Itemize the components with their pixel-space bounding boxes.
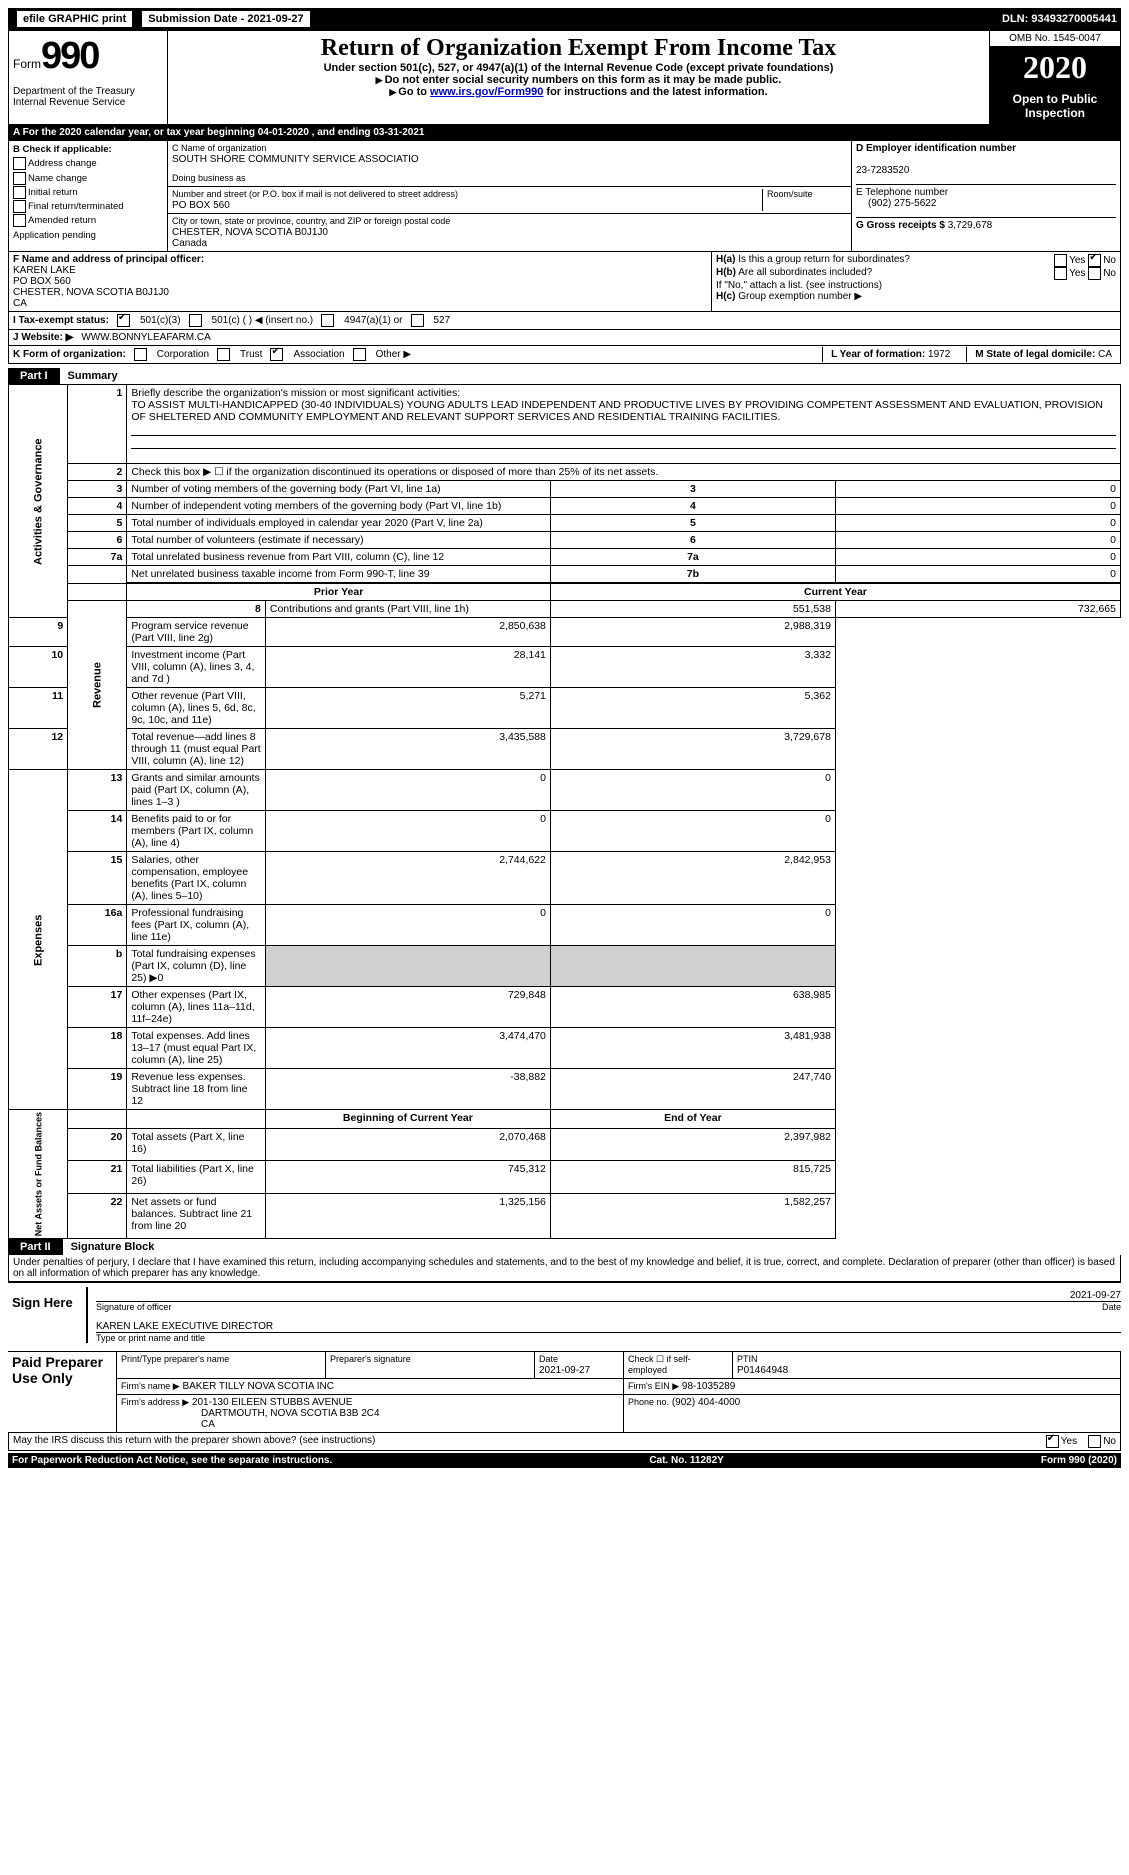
row-a: A For the 2020 calendar year, or tax yea… <box>8 125 1121 141</box>
box-c: C Name of organization SOUTH SHORE COMMU… <box>168 141 852 251</box>
dln: DLN: 93493270005441 <box>1002 13 1117 25</box>
irs-link[interactable]: www.irs.gov/Form990 <box>430 86 543 98</box>
dept-label: Department of the Treasury Internal Reve… <box>13 86 163 108</box>
form-header: Form990 Department of the Treasury Inter… <box>8 30 1121 125</box>
table-row: 17Other expenses (Part IX, column (A), l… <box>9 987 1121 1028</box>
preparer-table: Paid Preparer Use Only Print/Type prepar… <box>8 1351 1121 1433</box>
ptin: P01464948 <box>737 1365 788 1376</box>
officer-row: F Name and address of principal officer:… <box>8 252 1121 312</box>
table-row: 21Total liabilities (Part X, line 26)745… <box>9 1161 1121 1193</box>
table-row: 6Total number of volunteers (estimate if… <box>9 532 1121 549</box>
table-row: 20Total assets (Part X, line 16)2,070,46… <box>9 1128 1121 1160</box>
officer-name: KAREN LAKE EXECUTIVE DIRECTOR <box>96 1321 273 1332</box>
table-row: 19Revenue less expenses. Subtract line 1… <box>9 1069 1121 1110</box>
submission-date: Submission Date - 2021-09-27 <box>141 10 310 28</box>
sign-here: Sign Here <box>8 1287 86 1343</box>
table-row: 5Total number of individuals employed in… <box>9 515 1121 532</box>
row-j: J Website: ▶ WWW.BONNYLEAFARM.CA <box>8 330 1121 346</box>
signature-area: Sign Here 2021-09-27 Signature of office… <box>8 1281 1121 1347</box>
table-row: bTotal fundraising expenses (Part IX, co… <box>9 946 1121 987</box>
box-h: H(a) Is this a group return for subordin… <box>712 252 1120 311</box>
row-i: I Tax-exempt status: 501(c)(3) 501(c) ( … <box>8 312 1121 330</box>
org-city: CHESTER, NOVA SCOTIA B0J1J0 <box>172 227 328 238</box>
omb-number: OMB No. 1545-0047 <box>990 31 1120 47</box>
table-row: 10Investment income (Part VIII, column (… <box>9 647 1121 688</box>
header-sub2: Do not enter social security numbers on … <box>176 74 981 86</box>
table-row: 4Number of independent voting members of… <box>9 498 1121 515</box>
discuss-row: May the IRS discuss this return with the… <box>8 1433 1121 1451</box>
summary-table: Activities & Governance 1 Briefly descri… <box>8 384 1121 1239</box>
table-row: 3Number of voting members of the governi… <box>9 481 1121 498</box>
table-row: 11Other revenue (Part VIII, column (A), … <box>9 688 1121 729</box>
part1-header: Part I Summary <box>8 368 1121 384</box>
identity-section: B Check if applicable: Address change Na… <box>8 141 1121 252</box>
side-rev: Revenue <box>68 601 127 770</box>
sig-date: 2021-09-27 <box>1070 1290 1121 1301</box>
website: WWW.BONNYLEAFARM.CA <box>81 332 210 343</box>
gross-receipts: 3,729,678 <box>948 220 993 231</box>
org-street: PO BOX 560 <box>172 200 230 211</box>
box-b: B Check if applicable: Address change Na… <box>9 141 168 251</box>
form-title: Return of Organization Exempt From Incom… <box>176 35 981 62</box>
side-ag: Activities & Governance <box>9 385 68 618</box>
tax-year: 2020 <box>990 47 1120 88</box>
phone: (902) 275-5622 <box>856 198 936 209</box>
ein: 23-7283520 <box>856 165 909 176</box>
table-row: 22Net assets or fund balances. Subtract … <box>9 1193 1121 1239</box>
side-exp: Expenses <box>9 770 68 1110</box>
table-row: 12Total revenue—add lines 8 through 11 (… <box>9 729 1121 770</box>
side-na: Net Assets or Fund Balances <box>9 1110 68 1239</box>
table-row: 7aTotal unrelated business revenue from … <box>9 549 1121 566</box>
org-name: SOUTH SHORE COMMUNITY SERVICE ASSOCIATIO <box>172 154 419 165</box>
mission: TO ASSIST MULTI-HANDICAPPED (30-40 INDIV… <box>131 399 1103 423</box>
preparer-label: Paid Preparer Use Only <box>8 1352 117 1433</box>
header-sub3: Go to www.irs.gov/Form990 for instructio… <box>176 86 981 98</box>
table-row: 14Benefits paid to or for members (Part … <box>9 811 1121 852</box>
table-row: 15Salaries, other compensation, employee… <box>9 852 1121 905</box>
firm-name: BAKER TILLY NOVA SCOTIA INC <box>182 1381 334 1392</box>
box-f: F Name and address of principal officer:… <box>9 252 712 311</box>
top-bar: efile GRAPHIC print Submission Date - 20… <box>8 8 1121 30</box>
table-row: 16aProfessional fundraising fees (Part I… <box>9 905 1121 946</box>
efile-label: efile GRAPHIC print <box>16 10 133 28</box>
part2-header: Part II Signature Block <box>8 1239 1121 1255</box>
open-public: Open to Public Inspection <box>990 88 1120 124</box>
table-row: 18Total expenses. Add lines 13–17 (must … <box>9 1028 1121 1069</box>
box-deg: D Employer identification number 23-7283… <box>852 141 1120 251</box>
row-klm: K Form of organization: Corporation Trus… <box>8 346 1121 364</box>
table-row: Net unrelated business taxable income fr… <box>9 566 1121 584</box>
form-number-box: Form990 Department of the Treasury Inter… <box>9 31 168 124</box>
perjury-text: Under penalties of perjury, I declare th… <box>8 1255 1121 1281</box>
header-sub1: Under section 501(c), 527, or 4947(a)(1)… <box>176 62 981 74</box>
footer: For Paperwork Reduction Act Notice, see … <box>8 1453 1121 1468</box>
table-row: 9Program service revenue (Part VIII, lin… <box>9 618 1121 647</box>
